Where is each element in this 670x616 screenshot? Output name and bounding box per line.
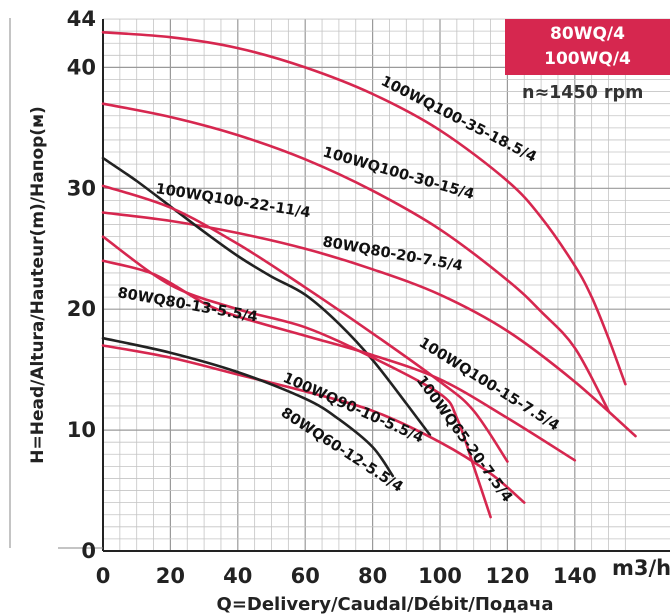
curve-1 bbox=[101, 102, 610, 413]
x-tick-label: 60 bbox=[291, 564, 320, 588]
curve-label-3: 80WQ80-20-7.5/4 bbox=[321, 234, 464, 274]
curves bbox=[101, 30, 637, 519]
speed-label: n≈1450 rpm bbox=[522, 83, 644, 103]
x-axis-title: Q=Delivery/Caudal/Débit/Подача bbox=[217, 594, 554, 615]
tick-labels: 0 20 40 60 80 100 120 140 0 10 20 30 40 44 bbox=[67, 7, 597, 588]
x-tick-label: 20 bbox=[156, 564, 185, 588]
curve-5 bbox=[101, 184, 509, 463]
x-tick-label: 40 bbox=[223, 564, 252, 588]
y-tick-label: 20 bbox=[67, 297, 96, 321]
axes bbox=[9, 18, 670, 552]
x-tick-label: 0 bbox=[96, 564, 111, 588]
y-tick-label: 44 bbox=[67, 7, 96, 31]
curve-4 bbox=[101, 259, 577, 462]
x-tick-label: 140 bbox=[553, 564, 597, 588]
x-tick-label: 120 bbox=[485, 564, 529, 588]
legend-line-80wq: 80WQ/4 bbox=[550, 24, 625, 44]
x-tick-label: 80 bbox=[358, 564, 387, 588]
curve-8 bbox=[101, 336, 395, 478]
legend-line-100wq: 100WQ/4 bbox=[544, 49, 631, 69]
curve-label-1: 100WQ100-30-15/4 bbox=[321, 144, 476, 203]
x-tick-label: 100 bbox=[418, 564, 462, 588]
curve-6 bbox=[101, 235, 492, 519]
y-tick-label: 10 bbox=[67, 418, 96, 442]
curve-3 bbox=[101, 156, 432, 437]
pump-series-legend: 80WQ/4 100WQ/4 bbox=[505, 19, 670, 75]
y-tick-label: 30 bbox=[67, 176, 96, 200]
curve-label-4: 100WQ100-15-7.5/4 bbox=[416, 335, 562, 434]
y-tick-label: 40 bbox=[67, 55, 96, 79]
curve-7 bbox=[101, 344, 526, 504]
curve-0 bbox=[101, 30, 627, 386]
x-axis-unit: m3/h bbox=[612, 556, 670, 580]
y-axis-title: H=Head/Altura/Hauteur(m)/Hапор(м) bbox=[28, 106, 48, 464]
y-tick-label: 0 bbox=[81, 539, 96, 563]
